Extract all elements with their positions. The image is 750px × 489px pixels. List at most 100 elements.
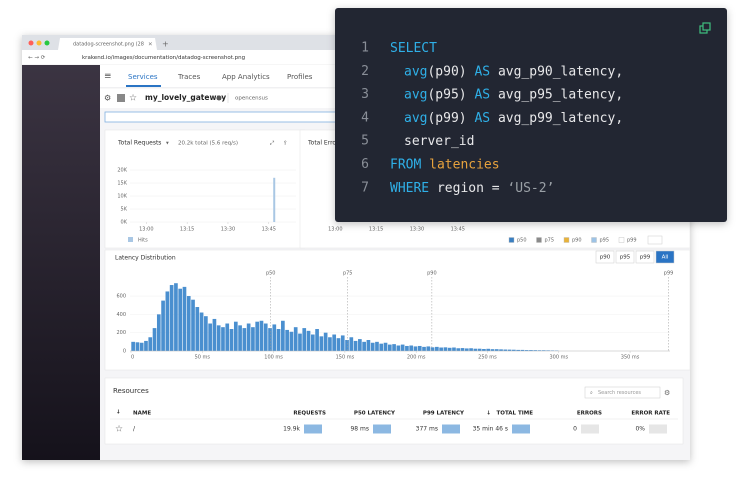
code-line: WHERE region = ‘US-2’ (390, 180, 554, 195)
filter-button-label[interactable]: All (662, 255, 669, 261)
histogram-bar (229, 329, 234, 351)
histogram-bar (204, 316, 208, 351)
histogram-bar (199, 312, 204, 351)
histogram-bar (400, 344, 405, 351)
copy-icon[interactable] (702, 22, 711, 31)
histogram-bar (358, 339, 362, 351)
column-header[interactable]: ERRORS (577, 411, 602, 417)
min-dot[interactable] (36, 40, 42, 46)
histogram-bar (336, 338, 341, 351)
column-header[interactable]: P50 LATENCY (354, 411, 396, 417)
legend-swatch (618, 237, 625, 243)
histogram-bar (161, 300, 165, 351)
histogram-bar (323, 332, 328, 351)
code-token: region = (437, 180, 507, 195)
filter-button[interactable] (635, 250, 655, 264)
column-header[interactable]: P99 LATENCY (423, 411, 465, 417)
filter-button[interactable] (615, 250, 635, 264)
info-icon[interactable] (216, 95, 222, 101)
tab[interactable] (58, 38, 157, 50)
requests-card (104, 129, 306, 249)
histogram-bar (503, 349, 508, 351)
cell-bar (442, 424, 460, 434)
cell-bar (304, 424, 322, 434)
filter-button-label[interactable]: p95 (620, 255, 631, 261)
histogram-bar (165, 291, 170, 351)
code-token: AS (474, 64, 497, 79)
export-icon[interactable]: ⇪ (283, 140, 288, 147)
histogram-bar (285, 329, 289, 351)
cell-bar (512, 424, 530, 434)
code-token: server_id (404, 134, 474, 149)
section-title: Resources (113, 387, 149, 395)
code-panel (335, 8, 727, 222)
legend-label[interactable]: p95 (600, 238, 610, 244)
code-token: avg_p99_latency, (498, 110, 623, 125)
histogram-bar (148, 337, 153, 351)
histogram-bar (413, 346, 418, 351)
histogram-bar (486, 348, 491, 351)
menu-icon[interactable]: ≡ (104, 72, 112, 82)
legend-label[interactable]: p90 (572, 238, 582, 244)
star-icon[interactable]: ☆ (129, 94, 137, 104)
histogram-bar (233, 321, 238, 351)
legend-label[interactable]: p50 (517, 238, 527, 244)
code-token: (p95) (427, 87, 474, 102)
histogram-bar (144, 340, 148, 351)
sort-arrow[interactable]: ↓ (486, 410, 491, 417)
legend-label: Hits (138, 238, 148, 244)
tab-close[interactable]: × (148, 42, 153, 48)
column-header[interactable]: ERROR RATE (631, 411, 670, 417)
x-tick-label: 13:15 (369, 227, 383, 233)
y-tick-label: 200 (116, 330, 126, 336)
histogram-bar (541, 350, 546, 351)
nav-tab[interactable]: Traces (177, 73, 201, 81)
histogram-bar (345, 340, 349, 351)
table-cell: 377 ms (416, 426, 438, 433)
close-dot[interactable] (28, 40, 34, 46)
code-token: AS (474, 110, 497, 125)
nav-tab[interactable]: Profiles (287, 73, 313, 81)
legend-swatch (128, 237, 133, 242)
filter-button[interactable] (595, 250, 615, 264)
histogram-bar (383, 342, 388, 351)
histogram-bar (276, 329, 281, 351)
filter-button[interactable] (655, 250, 675, 264)
column-header[interactable]: NAME (133, 411, 151, 417)
histogram-bar (379, 343, 384, 351)
new-tab[interactable]: + (162, 40, 169, 49)
nav-underline (126, 85, 161, 87)
histogram-bar (340, 335, 345, 351)
histogram-bar (259, 320, 264, 351)
max-dot[interactable] (44, 40, 50, 46)
url[interactable]: krakend.io/images/documentation/datadog-… (82, 55, 245, 61)
histogram-bar (439, 347, 443, 351)
legend-more[interactable] (647, 235, 663, 245)
code-line: server_id (404, 134, 474, 149)
nav-tab[interactable]: Services (128, 73, 158, 81)
filter-button-label[interactable]: p99 (640, 255, 651, 261)
search-box[interactable] (584, 386, 661, 399)
settings-icon[interactable]: ⚙ (664, 389, 670, 397)
dropdown-caret[interactable]: ▾ (166, 141, 169, 147)
percentile-label: p99 (664, 271, 674, 277)
expand-icon[interactable]: ⤢ (270, 141, 275, 147)
nav-tab[interactable]: App Analytics (222, 73, 270, 81)
histogram-bar (370, 342, 375, 351)
nav-buttons[interactable]: ← → ⟳ (28, 55, 46, 61)
filter-button-label[interactable]: p90 (600, 255, 611, 261)
sort-arrow[interactable]: ↓ (116, 409, 121, 416)
column-header[interactable]: TOTAL TIME (497, 411, 534, 417)
column-header[interactable]: REQUESTS (293, 411, 326, 417)
legend-label[interactable]: p75 (545, 238, 555, 244)
legend-label[interactable]: p99 (627, 238, 637, 244)
code-token: (p90) (427, 64, 474, 79)
star-icon[interactable]: ☆ (115, 425, 123, 435)
histogram-bar (263, 323, 268, 351)
settings-icon[interactable]: ⚙ (104, 94, 111, 103)
histogram-bar (293, 327, 298, 351)
table-cell: / (133, 426, 136, 433)
histogram-bar (435, 346, 439, 351)
histogram-bar (482, 348, 486, 351)
histogram-bar (212, 318, 217, 351)
